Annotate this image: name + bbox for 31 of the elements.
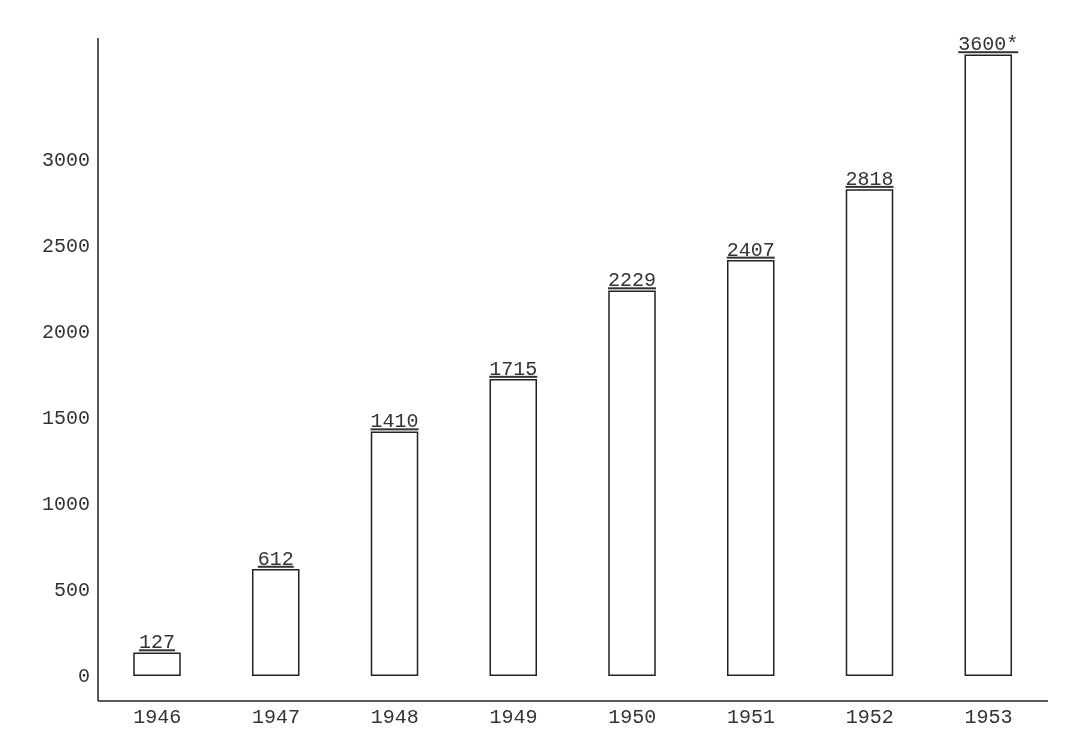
data-label: 2818 bbox=[845, 167, 894, 191]
data-label: 2229 bbox=[607, 269, 657, 293]
data-label: 127 bbox=[138, 631, 176, 655]
y-tick-label: 500 bbox=[53, 579, 90, 603]
x-tick-label: 1950 bbox=[608, 706, 657, 730]
x-tick-label: 1951 bbox=[727, 706, 776, 730]
x-tick-label: 1949 bbox=[489, 706, 538, 730]
bar bbox=[370, 431, 419, 676]
bar bbox=[608, 290, 656, 676]
data-label: 3600* bbox=[958, 33, 1019, 57]
bar bbox=[845, 189, 894, 676]
bar bbox=[489, 379, 537, 676]
bar bbox=[964, 54, 1012, 676]
y-tick-label: 1500 bbox=[41, 406, 90, 430]
y-tick-label: 0 bbox=[77, 665, 90, 689]
y-tick-label: 1000 bbox=[41, 493, 90, 517]
data-label: 1715 bbox=[489, 357, 538, 381]
bar bbox=[133, 652, 181, 676]
y-tick-label: 2000 bbox=[41, 320, 90, 344]
y-tick-label: 3000 bbox=[41, 148, 90, 172]
x-tick-label: 1952 bbox=[845, 706, 894, 730]
bar bbox=[727, 259, 775, 676]
x-tick-label: 1948 bbox=[370, 706, 419, 730]
x-tick-label: 1947 bbox=[252, 706, 301, 730]
x-tick-label: 1953 bbox=[964, 706, 1013, 730]
x-tick-label: 1946 bbox=[133, 706, 182, 730]
data-label: 1410 bbox=[370, 410, 419, 434]
y-tick-label: 2500 bbox=[41, 234, 90, 258]
bar bbox=[252, 569, 300, 676]
data-label: 612 bbox=[257, 547, 294, 571]
data-label: 2407 bbox=[726, 238, 775, 262]
